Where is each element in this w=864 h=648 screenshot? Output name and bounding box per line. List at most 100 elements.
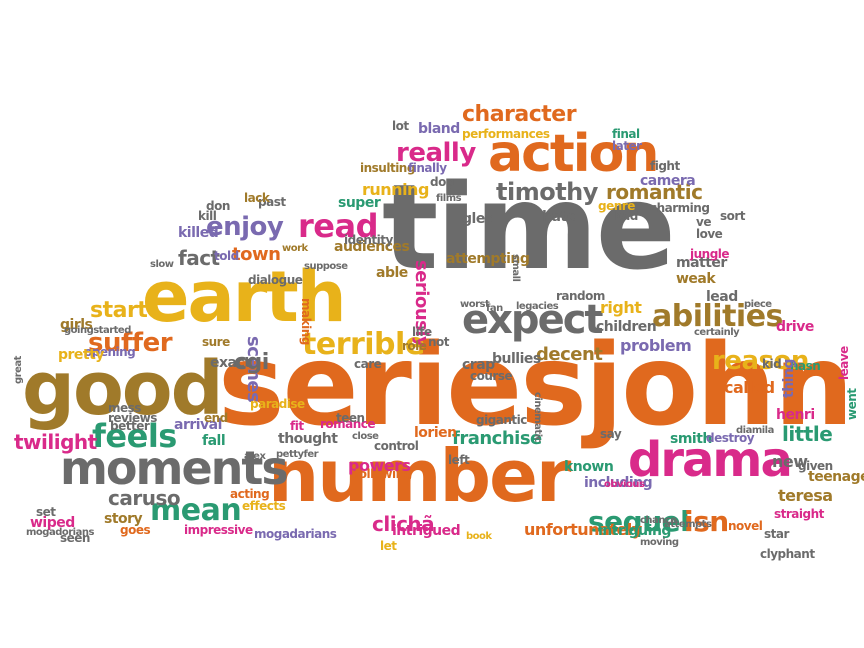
word-clich-: clichã <box>372 512 435 536</box>
word-glee: glee <box>462 211 494 227</box>
word-leave: leave <box>837 346 851 380</box>
word-including: including <box>584 475 653 491</box>
word-suppose: suppose <box>304 261 348 272</box>
word-novel: novel <box>728 519 763 533</box>
word-don: don <box>206 199 230 213</box>
word-attempting: attempting <box>446 251 530 267</box>
word-better: better <box>110 419 150 433</box>
word-story: story <box>104 511 143 527</box>
word-arrival: arrival <box>174 417 222 433</box>
word-earth: earth <box>142 256 347 338</box>
word-identity: identity <box>344 233 393 247</box>
word-right: right <box>600 298 642 317</box>
word-fight: fight <box>650 159 680 173</box>
word-say: say <box>600 427 622 441</box>
word-seriesjohn: seriesjohn <box>218 321 854 451</box>
word-effects: effects <box>242 499 286 513</box>
word-straight: straight <box>774 507 824 521</box>
word-romantic: romantic <box>606 180 703 204</box>
word-given: given <box>798 459 833 473</box>
word-camera: camera <box>640 173 696 189</box>
word-kill: kill <box>198 209 217 223</box>
word-lead: lead <box>706 289 738 305</box>
word-franchise: franchise <box>452 428 542 449</box>
word-seen: seen <box>60 531 90 545</box>
word-impressive: impressive <box>184 523 253 537</box>
word-course: course <box>470 369 513 383</box>
word-good: good <box>22 346 224 432</box>
word-known: known <box>564 459 614 475</box>
word-town: town <box>232 244 281 265</box>
word-decent: decent <box>536 344 603 365</box>
word-great: great <box>13 356 24 384</box>
word-bad: bad <box>614 209 638 223</box>
word-fan: fan <box>486 303 503 314</box>
word-isn: isn <box>684 505 729 538</box>
word-terrible: terrible <box>302 327 425 362</box>
word-bland: bland <box>418 121 460 137</box>
word-thought: thought <box>278 431 338 447</box>
word-love: love <box>696 227 723 241</box>
word-audiences: audiences <box>334 239 410 255</box>
word-control: control <box>374 439 419 453</box>
word-piece: piece <box>744 299 772 310</box>
word-book: book <box>466 531 492 542</box>
word-intriguing: intriguing <box>598 523 671 539</box>
word-fit: fit <box>290 419 304 433</box>
word-following: following <box>354 467 412 481</box>
word-unfortunately: unfortunately <box>524 520 642 539</box>
word-clyphant: clyphant <box>760 547 815 561</box>
word-worst: worst <box>460 299 490 310</box>
word-teenage: teenage <box>808 469 864 485</box>
word-action: action <box>488 124 659 184</box>
word-time: time <box>382 158 676 296</box>
word-thing: thing <box>781 359 797 398</box>
word-goes: goes <box>120 523 151 537</box>
word-fact: fact <box>178 246 220 270</box>
word-random: random <box>556 289 605 303</box>
word-hate: hate <box>542 209 576 225</box>
word-life: life <box>412 325 432 339</box>
word-weak: weak <box>676 271 716 287</box>
word-diamila: diamila <box>736 425 774 436</box>
word-henri: henri <box>776 407 815 423</box>
word-obvious: obvious <box>604 479 645 490</box>
word-feels: feels <box>92 417 177 455</box>
word-killed: killed <box>178 225 219 241</box>
word-later: later <box>612 139 642 153</box>
word-cgi: cgi <box>234 350 269 375</box>
word-end: end <box>204 411 228 425</box>
word-chance: chance <box>640 515 677 526</box>
word-mogadarians: mogadarians <box>254 527 337 541</box>
word-films: films <box>436 193 462 204</box>
word-paradise: paradise <box>250 397 305 411</box>
word-new: new <box>772 452 808 471</box>
word-lack: lack <box>244 191 270 205</box>
word-suffer: suffer <box>88 328 173 358</box>
word-number: number <box>268 434 571 518</box>
word-charming: charming <box>650 201 710 215</box>
word-star: star <box>764 527 789 541</box>
word-wiped: wiped <box>30 515 75 531</box>
word-not: not <box>428 335 450 349</box>
word-little: little <box>782 422 833 446</box>
word-lorien: lorien <box>414 425 457 441</box>
word-running: running <box>362 180 429 199</box>
word-mean: mean <box>150 493 242 528</box>
word-pretty: pretty <box>58 347 104 363</box>
word-sort: sort <box>720 209 746 223</box>
word-sure: sure <box>202 335 230 349</box>
word-smith: smith <box>670 431 712 447</box>
word-mess: mess <box>108 401 141 415</box>
word-final: final <box>612 127 640 141</box>
word-exact: exact <box>210 355 251 371</box>
word-reason: reason <box>712 346 809 376</box>
word-twilight: twilight <box>14 430 97 454</box>
word-jungle: jungle <box>690 247 730 261</box>
word-gigantic: gigantic <box>476 413 527 427</box>
word-called: called <box>724 378 775 397</box>
word-legacies: legacies <box>516 301 559 312</box>
word-work: work <box>282 243 308 254</box>
word-performances: performances <box>462 127 550 141</box>
